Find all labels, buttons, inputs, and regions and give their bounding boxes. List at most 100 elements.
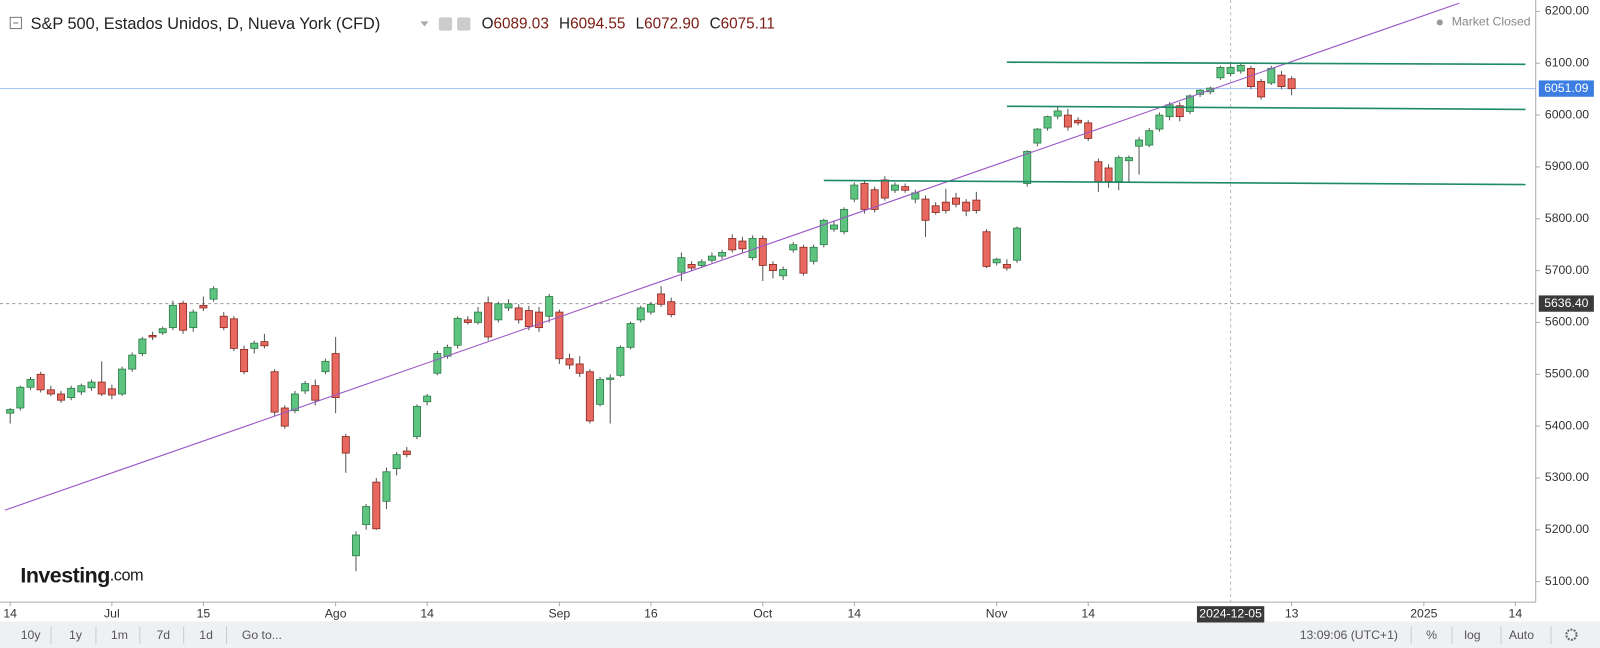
candle-body — [260, 341, 269, 347]
plot-area — [0, 0, 1536, 603]
candle-body — [148, 335, 157, 338]
candle-body — [413, 406, 421, 437]
y-tick-label: 5200.00 — [1545, 522, 1589, 536]
candle-body — [819, 219, 828, 246]
chart-title: S&P 500, Estados Unidos, D, Nueva York (… — [31, 15, 381, 33]
candle-body — [880, 179, 889, 199]
candle-body — [341, 436, 350, 454]
candle-body — [1063, 114, 1072, 128]
candle-body — [1267, 68, 1276, 84]
candle-body — [667, 301, 676, 316]
ohlc-key: C — [710, 16, 721, 33]
market-status: Market Closed — [1452, 15, 1531, 29]
candle-body — [1216, 66, 1225, 79]
range-button[interactable]: 7d — [156, 628, 170, 642]
candle-body — [789, 244, 798, 251]
candle-body — [321, 360, 330, 373]
candle-body — [382, 471, 391, 502]
candle-body — [1145, 130, 1154, 146]
candle-body — [290, 393, 299, 411]
candle-body — [331, 353, 340, 399]
candle-body — [1155, 114, 1164, 130]
clock: 13:09:06 (UTC+1) — [1300, 628, 1398, 642]
option-button[interactable]: % — [1426, 628, 1437, 642]
candle-body — [138, 338, 147, 354]
range-button[interactable]: 1d — [199, 628, 213, 642]
candle-body — [992, 258, 1001, 264]
candle-body — [809, 246, 818, 262]
candle-body — [189, 311, 198, 329]
candle-body — [362, 506, 371, 526]
y-tick-label: 5400.00 — [1545, 418, 1589, 432]
candle-body — [535, 311, 544, 329]
candle-body — [311, 385, 320, 401]
candle-body — [585, 371, 594, 422]
candle-body — [504, 303, 513, 309]
candle-body — [1135, 139, 1144, 147]
y-tick-label: 5300.00 — [1545, 470, 1589, 484]
candle-body — [107, 388, 116, 396]
range-button[interactable]: 1y — [69, 628, 83, 642]
candle-body — [280, 407, 289, 427]
x-tick-label: 2025 — [1410, 607, 1437, 621]
range-button[interactable]: 10y — [21, 628, 42, 642]
candle-body — [677, 257, 686, 273]
status-dot — [1436, 19, 1443, 26]
candle-body — [372, 481, 381, 530]
candle-body — [26, 379, 35, 388]
watermark: Investing.com — [20, 563, 143, 587]
candle-body — [524, 310, 533, 328]
candle-body — [636, 307, 645, 321]
x-tick-label: 13 — [1285, 607, 1299, 621]
candle-body — [707, 255, 716, 261]
candle-body — [87, 381, 96, 389]
candle-body — [891, 184, 899, 191]
trendline — [1006, 61, 1526, 66]
y-tick-label: 5900.00 — [1545, 159, 1589, 173]
y-tick-label: 5500.00 — [1545, 367, 1589, 381]
watermark-suffix: .com — [110, 567, 143, 585]
x-tick-label: Ago — [325, 607, 347, 621]
x-tick-label: 14 — [420, 607, 434, 621]
ohlc-value: 6089.03 — [494, 16, 549, 33]
candle-body — [453, 317, 462, 346]
candle-body — [199, 304, 208, 309]
candle-body — [1043, 116, 1052, 129]
range-button[interactable]: 1m — [111, 628, 128, 642]
settings-icon[interactable] — [438, 17, 453, 31]
option-button[interactable]: log — [1464, 628, 1481, 642]
option-button[interactable]: Auto — [1509, 628, 1534, 642]
title-dropdown[interactable] — [420, 21, 429, 27]
candle-body — [687, 263, 696, 269]
candle-body — [962, 201, 971, 212]
candle-body — [697, 261, 706, 266]
candle-body — [982, 231, 991, 267]
candle-body — [6, 409, 15, 414]
candle-body — [158, 328, 167, 334]
crosshair-x-box — [1196, 606, 1265, 623]
x-tick-label: Sep — [548, 607, 570, 621]
candle-body — [626, 323, 635, 348]
goto-button[interactable]: Go to... — [242, 628, 282, 642]
candle-body — [433, 353, 442, 374]
candle-body — [758, 238, 767, 266]
ohlc-value: 6072.90 — [644, 16, 699, 33]
settings-icon[interactable] — [457, 17, 471, 31]
x-tick-label: Nov — [986, 607, 1009, 621]
candle-body — [1226, 66, 1235, 75]
candle-body — [901, 186, 910, 191]
candle-body — [463, 319, 472, 323]
candle-body — [972, 199, 981, 211]
settings-gear[interactable] — [1565, 628, 1578, 641]
candle-body — [1094, 161, 1103, 182]
candle-body — [1074, 119, 1083, 124]
candle-body — [250, 342, 259, 349]
candle-body — [1114, 157, 1123, 182]
candle-body — [575, 363, 584, 374]
collapse-icon[interactable] — [9, 16, 22, 30]
ohlc-key: H — [559, 16, 570, 33]
x-tick-label: Oct — [753, 607, 773, 621]
candle-body — [646, 303, 655, 313]
candle-body — [1002, 263, 1011, 269]
candle-body — [46, 389, 55, 395]
